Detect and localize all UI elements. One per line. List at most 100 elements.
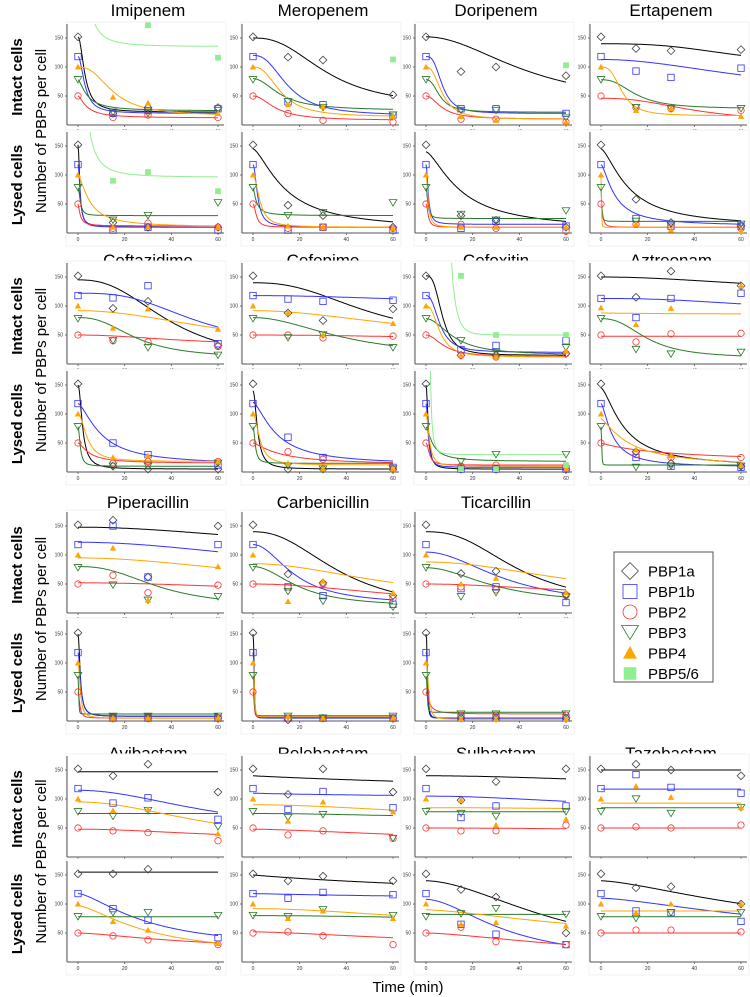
row-label-intact: Intact cells: [9, 770, 26, 848]
data-point-pbp2: [562, 821, 570, 829]
data-point-pbp2: [284, 831, 292, 839]
data-point-pbp1b: [422, 52, 430, 61]
data-point-pbp4: [492, 919, 500, 926]
legend-marker-pbp1b: [622, 584, 638, 599]
curves: [601, 769, 741, 829]
data-point-pbp2: [284, 109, 292, 118]
data-point-pbp2: [667, 330, 675, 338]
fit-curve-pbp1b: [78, 893, 219, 937]
data-point-pbp2: [737, 821, 745, 829]
data-point-pbp2: [249, 200, 257, 208]
data-point-pbp2: [597, 331, 605, 339]
data-point-pbp4: [249, 63, 257, 70]
fit-curve-pbp1a: [253, 37, 394, 97]
fit-curve-pbp3: [253, 915, 393, 918]
legend-marker-pbp2: [622, 604, 638, 620]
y-tick-label: 100: [230, 553, 239, 559]
data-point-pbp4: [74, 410, 82, 417]
data-point-pbp1b: [214, 540, 222, 549]
y-tick-label: 150: [403, 144, 412, 150]
fit-curve-pbp2: [78, 932, 218, 944]
data-point-pbp1b: [492, 930, 500, 938]
curves: [601, 276, 742, 357]
data-point-pbp4: [492, 821, 500, 828]
panel-carbenicillin-lysed: 50 100 150 0 20 40 60: [230, 617, 402, 735]
fit-curve-pbp4: [252, 413, 393, 466]
data-point-pbp4: [389, 225, 397, 231]
y-tick-label: 100: [230, 661, 239, 667]
data-point-pbp1a: [143, 713, 153, 723]
x-tick-label: 40: [344, 725, 350, 731]
x-tick-label: 40: [517, 966, 523, 972]
data-point-pbp1a: [666, 266, 676, 276]
data-point-pbp3: [388, 712, 398, 721]
data-point-pbp1b: [214, 815, 222, 823]
data-point-pbp1a: [596, 271, 606, 281]
y-tick-label: 150: [578, 275, 587, 281]
data-point-pbp1b: [597, 294, 605, 303]
fit-curve-pbp1a: [78, 526, 218, 535]
data-point-pbp1b: [737, 789, 745, 797]
data-point-pbp2: [109, 571, 117, 579]
panel-relebactam-lysed: 50 100 150 0 20 40 60: [230, 858, 402, 976]
panel-background: [588, 753, 750, 871]
panel-background: [588, 129, 750, 247]
data-point-pbp1a: [388, 876, 398, 886]
data-point-pbp5-6: [563, 332, 569, 338]
data-point-pbp4: [284, 817, 292, 824]
data-point-pbp3: [388, 834, 398, 843]
data-point-pbp3: [143, 109, 153, 118]
data-point-pbp4: [214, 830, 222, 837]
data-point-pbp3: [248, 808, 258, 816]
fit-curve-pbp1b: [78, 789, 218, 813]
data-point-pbp4: [667, 452, 675, 459]
y-tick-label: 50: [232, 202, 238, 208]
data-point-pbp1b: [109, 905, 117, 913]
x-tick-label: 60: [215, 237, 221, 243]
data-point-pbp2: [319, 827, 327, 835]
data-point-pbp4: [422, 171, 430, 178]
fit-curve-pbp1b: [78, 292, 219, 328]
fit-curve-pbp4: [78, 310, 219, 329]
panel-meropenem-lysed: 50 100 150 0 20 40 60: [230, 129, 402, 247]
data-point-pbp4: [109, 93, 117, 100]
data-point-pbp3: [213, 199, 223, 207]
data-point-pbp4: [562, 716, 570, 722]
data-point-pbp3: [491, 106, 501, 115]
fit-curve-pbp1b: [601, 298, 742, 305]
data-point-pbp2: [422, 439, 430, 447]
data-point-pbp1a: [283, 464, 293, 474]
y-tick-label: 50: [405, 582, 411, 588]
panel-grid: Intact cells Lysed cells Number of PBPs pe…: [9, 1, 750, 976]
data-point-pbp1a: [631, 447, 641, 457]
y-tick-label: 100: [403, 412, 412, 418]
y-tick-label: 150: [230, 768, 239, 774]
y-axis-label: Number of PBPs per cell: [33, 779, 50, 943]
y-tick-label: 100: [578, 173, 587, 179]
data-point-pbp4: [109, 918, 117, 924]
data-point-pbp4: [144, 926, 152, 933]
y-tick-label: 100: [403, 173, 412, 179]
data-point-pbp1a: [596, 140, 606, 150]
data-point-pbp4: [74, 63, 82, 70]
data-point-pbp1b: [74, 52, 82, 61]
data-point-pbp1b: [109, 109, 117, 117]
data-point-pbp4: [389, 915, 397, 922]
data-point-pbp4: [214, 110, 222, 116]
data-point-pbp4: [422, 302, 430, 309]
y-tick-label: 150: [55, 873, 64, 879]
y-tick-label: 150: [578, 36, 587, 42]
data-point-pbp1a: [283, 308, 293, 318]
x-tick-label: 0: [252, 966, 255, 972]
data-point-pbp1a: [596, 869, 606, 879]
data-point-pbp5-6: [493, 332, 499, 338]
y-tick-label: 50: [57, 94, 63, 100]
y-tick-label: 100: [403, 65, 412, 71]
y-tick-label: 100: [55, 902, 64, 908]
data-point-pbp3: [456, 106, 466, 115]
x-tick-label: 40: [517, 725, 523, 731]
data-point-pbp2: [144, 338, 152, 346]
data-point-pbp4: [632, 783, 640, 789]
data-point-pbp4: [214, 714, 222, 721]
